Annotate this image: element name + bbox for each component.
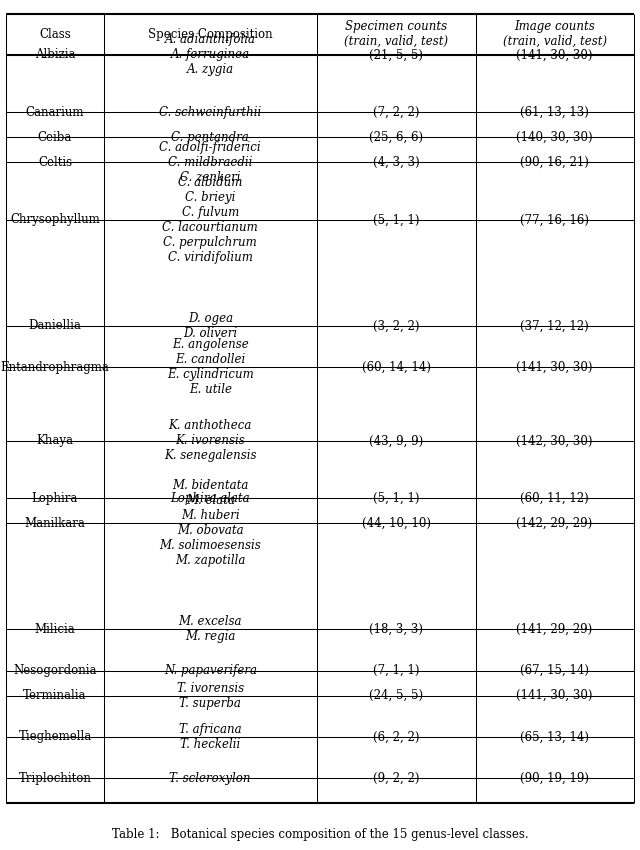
Text: (141, 30, 30): (141, 30, 30)	[516, 360, 593, 374]
Text: (5, 1, 1): (5, 1, 1)	[373, 492, 419, 505]
Text: T. africana
T. heckelii: T. africana T. heckelii	[179, 722, 241, 751]
Text: Manilkara: Manilkara	[24, 517, 86, 530]
Text: (18, 3, 3): (18, 3, 3)	[369, 623, 423, 636]
Text: Lophira: Lophira	[32, 492, 78, 505]
Text: (5, 1, 1): (5, 1, 1)	[373, 213, 419, 226]
Text: (60, 14, 14): (60, 14, 14)	[362, 360, 431, 374]
Text: Canarium: Canarium	[26, 105, 84, 119]
Text: Table 1:   Botanical species composition of the 15 genus-level classes.: Table 1: Botanical species composition o…	[112, 828, 528, 842]
Text: A. adianthifolia
A. ferruginea
A. zygia: A. adianthifolia A. ferruginea A. zygia	[164, 33, 256, 76]
Text: Image counts
(train, valid, test): Image counts (train, valid, test)	[502, 20, 607, 48]
Text: Ceiba: Ceiba	[38, 131, 72, 144]
Text: C. pentandra: C. pentandra	[172, 131, 249, 144]
Text: (44, 10, 10): (44, 10, 10)	[362, 517, 431, 530]
Text: Milicia: Milicia	[35, 623, 76, 636]
Text: C. schweinfurthii: C. schweinfurthii	[159, 105, 261, 119]
Text: C. albidum
C. brieyi
C. fulvum
C. lacourtianum
C. perpulchrum
C. viridifolium: C. albidum C. brieyi C. fulvum C. lacour…	[163, 176, 258, 264]
Text: Khaya: Khaya	[36, 434, 74, 447]
Text: Nesogordonia: Nesogordonia	[13, 664, 97, 677]
Text: E. angolense
E. candollei
E. cylindricum
E. utile: E. angolense E. candollei E. cylindricum…	[167, 338, 253, 396]
Text: (60, 11, 12): (60, 11, 12)	[520, 492, 589, 505]
Text: (7, 2, 2): (7, 2, 2)	[373, 105, 419, 119]
Text: (141, 29, 29): (141, 29, 29)	[516, 623, 593, 636]
Text: (90, 19, 19): (90, 19, 19)	[520, 772, 589, 785]
Text: Triplochiton: Triplochiton	[19, 772, 92, 785]
Text: Celtis: Celtis	[38, 156, 72, 169]
Text: (9, 2, 2): (9, 2, 2)	[373, 772, 419, 785]
Text: Species Composition: Species Composition	[148, 28, 273, 41]
Text: (43, 9, 9): (43, 9, 9)	[369, 434, 423, 447]
Text: D. ogea
D. oliveri: D. ogea D. oliveri	[183, 312, 237, 340]
Text: Class: Class	[39, 28, 71, 41]
Text: Chrysophyllum: Chrysophyllum	[10, 213, 100, 226]
Text: Entandrophragma: Entandrophragma	[1, 360, 109, 374]
Text: Albizia: Albizia	[35, 48, 76, 61]
Text: (65, 13, 14): (65, 13, 14)	[520, 730, 589, 744]
Text: T. ivorensis
T. superba: T. ivorensis T. superba	[177, 682, 244, 710]
Text: (90, 16, 21): (90, 16, 21)	[520, 156, 589, 169]
Text: K. anthotheca
K. ivorensis
K. senegalensis: K. anthotheca K. ivorensis K. senegalens…	[164, 419, 257, 462]
Text: (61, 13, 13): (61, 13, 13)	[520, 105, 589, 119]
Text: Lophira alata: Lophira alata	[170, 492, 250, 505]
Text: (77, 16, 16): (77, 16, 16)	[520, 213, 589, 226]
Text: (67, 15, 14): (67, 15, 14)	[520, 664, 589, 677]
Text: (6, 2, 2): (6, 2, 2)	[373, 730, 419, 744]
Text: (7, 1, 1): (7, 1, 1)	[373, 664, 419, 677]
Text: Terminalia: Terminalia	[23, 689, 87, 702]
Text: M. excelsa
M. regia: M. excelsa M. regia	[179, 615, 242, 643]
Text: (141, 30, 30): (141, 30, 30)	[516, 689, 593, 702]
Text: T. scleroxylon: T. scleroxylon	[170, 772, 251, 785]
Text: M. bidentata
M. elata
M. huberi
M. obovata
M. solimoesensis
M. zapotilla: M. bidentata M. elata M. huberi M. obova…	[159, 479, 261, 567]
Text: (3, 2, 2): (3, 2, 2)	[373, 320, 419, 332]
Text: (25, 6, 6): (25, 6, 6)	[369, 131, 423, 144]
Text: Tieghemella: Tieghemella	[19, 730, 92, 744]
Text: N. papaverifera: N. papaverifera	[164, 664, 257, 677]
Text: (24, 5, 5): (24, 5, 5)	[369, 689, 423, 702]
Text: (142, 29, 29): (142, 29, 29)	[516, 517, 593, 530]
Text: Specimen counts
(train, valid, test): Specimen counts (train, valid, test)	[344, 20, 448, 48]
Text: (37, 12, 12): (37, 12, 12)	[520, 320, 589, 332]
Text: (4, 3, 3): (4, 3, 3)	[373, 156, 420, 169]
Text: (141, 30, 30): (141, 30, 30)	[516, 48, 593, 61]
Text: (142, 30, 30): (142, 30, 30)	[516, 434, 593, 447]
Text: (21, 5, 5): (21, 5, 5)	[369, 48, 423, 61]
Text: (140, 30, 30): (140, 30, 30)	[516, 131, 593, 144]
Text: Daniellia: Daniellia	[29, 320, 81, 332]
Text: C. adolfi-friderici
C. mildbraedii
C. zenkeri: C. adolfi-friderici C. mildbraedii C. ze…	[159, 141, 261, 184]
